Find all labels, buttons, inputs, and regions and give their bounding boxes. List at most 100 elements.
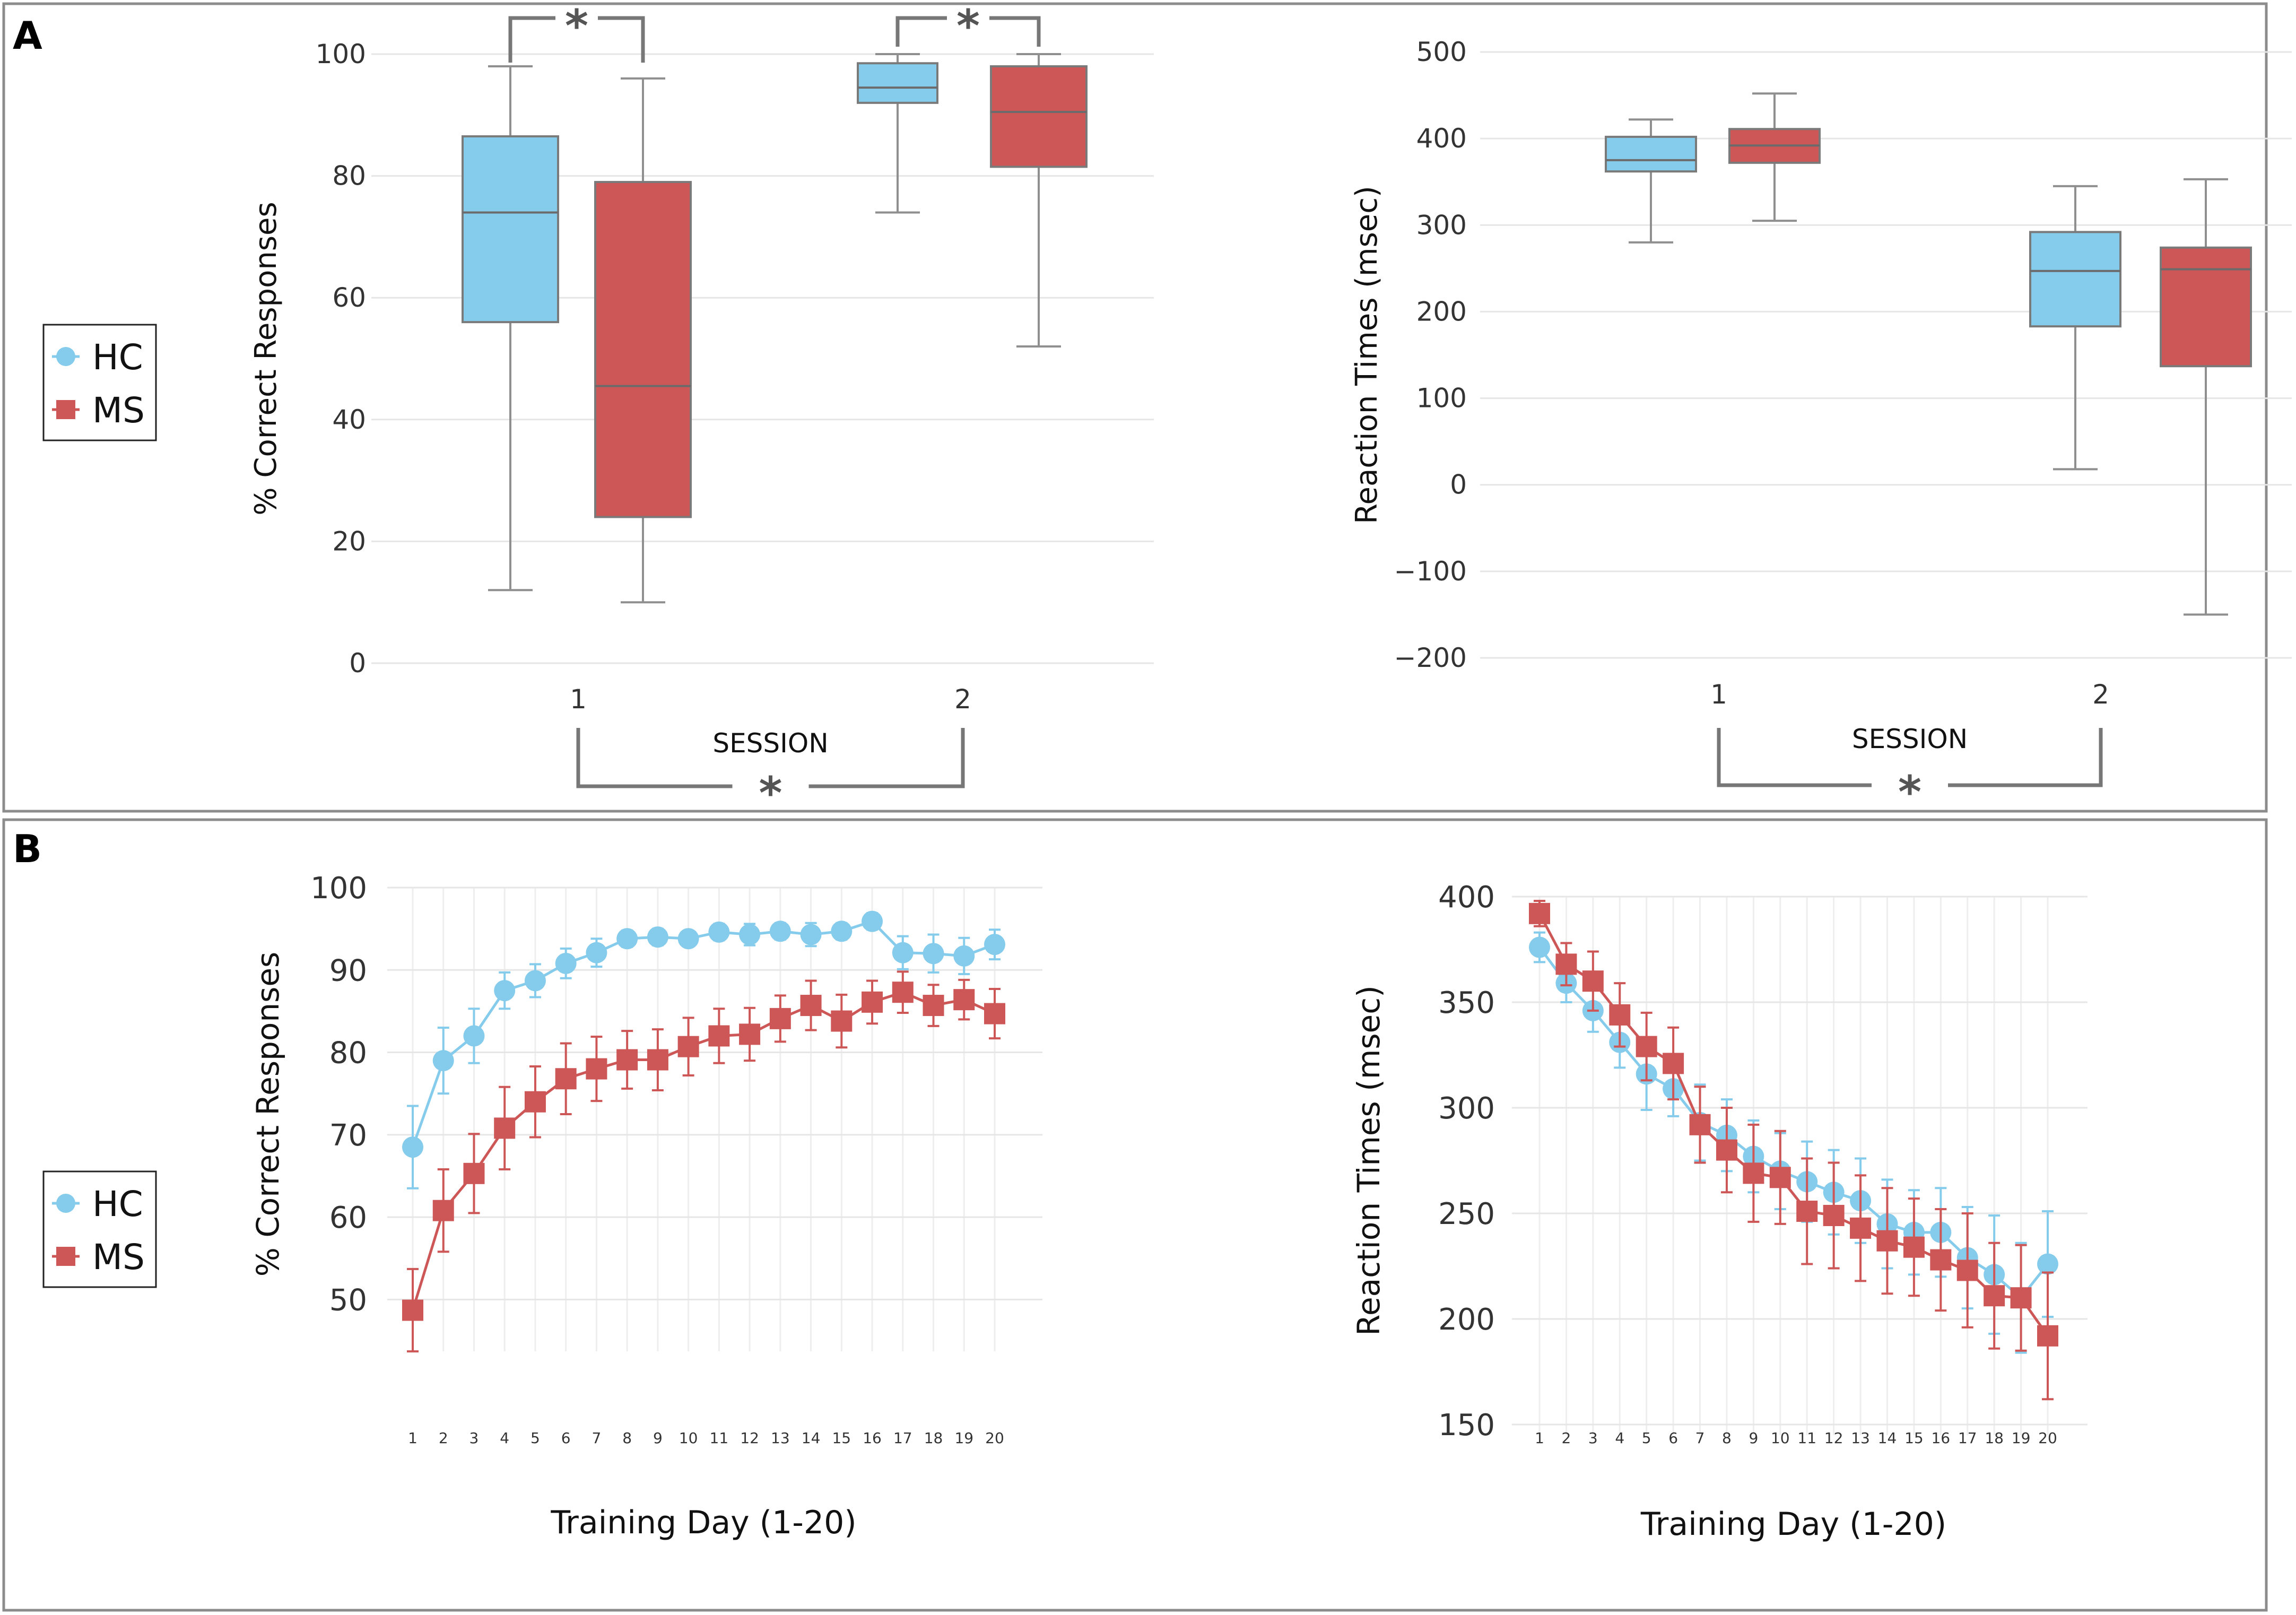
data-point-hc [800,924,822,945]
y-tick-label: −100 [1394,556,1467,587]
x-category-label: 1 [570,684,587,715]
data-point-hc [1529,936,1550,958]
group-significance-star: * [565,0,588,52]
panel-label-b: B [13,827,42,871]
box-hc-session-2 [2029,231,2121,328]
panel-b-frame [2,818,2268,1612]
y-tick-label: 40 [332,404,366,435]
data-point-ms [1636,1036,1657,1057]
y-tick-label: 100 [316,39,366,70]
data-point-ms [677,1036,699,1057]
data-point-ms [616,1049,638,1071]
x-tick-label: 17 [893,1429,912,1447]
data-point-hc [432,1050,454,1072]
y-tick-label: 0 [349,648,366,679]
data-point-ms [2037,1325,2058,1347]
x-tick-label: 4 [1615,1429,1624,1447]
x-axis-label: SESSION [712,728,828,759]
data-point-ms [953,989,975,1011]
data-point-ms [1609,1004,1631,1026]
x-tick-label: 1 [1535,1429,1544,1447]
x-tick-label: 14 [1878,1429,1897,1447]
x-axis-label: Training Day (1-20) [550,1504,856,1541]
data-point-hc [923,943,944,965]
y-axis-label: % Correct Responses [250,952,286,1277]
data-point-ms [1796,1201,1818,1222]
data-point-hc [892,942,914,963]
data-point-ms [769,1008,791,1029]
y-tick-label: 80 [329,1036,367,1071]
data-point-ms [892,982,914,1003]
box-ms-session-1 [594,181,692,518]
box-hc-session-2 [857,62,938,104]
x-tick-label: 12 [1824,1429,1843,1447]
data-point-ms [432,1200,454,1221]
data-point-ms [586,1058,607,1080]
data-point-ms [402,1299,423,1321]
data-point-ms [1903,1236,1925,1258]
data-point-ms [1529,902,1550,924]
legend-hc-marker [56,347,75,366]
data-point-ms [2010,1287,2032,1309]
box-ms-session-2 [990,65,1088,168]
x-tick-label: 4 [500,1429,509,1447]
y-tick-label: 300 [1438,1091,1495,1126]
panel-a-frame [2,2,2268,813]
y-tick-label: −200 [1394,642,1467,673]
data-point-hc [2037,1253,2058,1275]
x-tick-label: 14 [802,1429,821,1447]
y-axis-label: % Correct Responses [249,202,283,515]
box-hc-session-1 [462,135,559,324]
x-tick-label: 12 [740,1429,759,1447]
data-point-hc [586,942,607,963]
data-point-ms [1555,953,1577,975]
data-point-ms [1984,1285,2005,1307]
data-point-ms [1823,1204,1845,1226]
data-point-ms [463,1162,485,1184]
x-tick-label: 11 [1797,1429,1816,1447]
legend-panel-a: HC MS [42,324,157,441]
x-tick-label: 15 [1904,1429,1924,1447]
y-tick-label: 250 [1438,1197,1495,1231]
data-point-hc [831,921,853,942]
legend-hc-marker [56,1194,75,1213]
series-line-ms [411,991,996,1311]
data-point-ms [923,995,944,1017]
chart-b-reaction-times: 150 200 250 300 350 400 Reaction Times (msec) 1… [1351,880,2088,1543]
box-hc-session-1 [1605,135,1697,173]
x-tick-label: 17 [1958,1429,1977,1447]
x-tick-label: 6 [561,1429,571,1447]
legend-ms-marker [56,400,75,419]
x-tick-label: 2 [439,1429,448,1447]
x-tick-label: 8 [622,1429,632,1447]
y-tick-label: 50 [329,1283,367,1317]
group-significance-star: * [956,0,980,52]
y-tick-label: 0 [1450,470,1467,500]
data-point-ms [647,1049,668,1071]
x-tick-label: 18 [924,1429,943,1447]
y-tick-label: 100 [1416,383,1467,414]
x-axis-label: SESSION [1852,724,1968,754]
data-point-ms [524,1091,546,1113]
x-tick-label: 9 [653,1429,663,1447]
data-point-ms [1769,1167,1791,1188]
data-point-hc [494,980,516,1002]
data-point-hc [555,952,577,974]
y-tick-label: 350 [1438,986,1495,1020]
group-significance-bracket [508,16,645,63]
x-tick-label: 18 [1985,1429,2004,1447]
x-tick-label: 6 [1668,1429,1678,1447]
data-point-ms [1930,1249,1952,1271]
legend-ms-label: MS [92,390,145,431]
data-point-ms [831,1010,853,1032]
x-tick-label: 10 [679,1429,698,1447]
y-tick-label: 100 [310,871,367,906]
x-category-label: 1 [1710,679,1727,710]
data-point-hc [524,970,546,992]
y-tick-label: 90 [329,953,367,988]
data-point-ms [1663,1053,1684,1074]
panel-label-a: A [13,13,42,58]
y-tick-label: 400 [1438,880,1495,915]
